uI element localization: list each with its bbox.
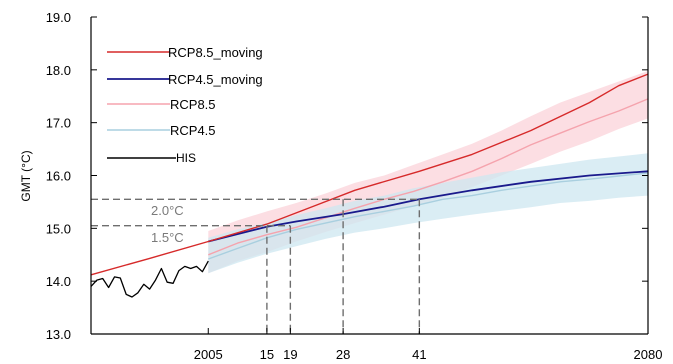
y-axis-title: GMT (°C) [19, 150, 33, 201]
y-tick-label: 19.0 [46, 10, 71, 25]
annotation-label-2c: 2.0°C [151, 203, 184, 218]
line-rcp4-5 [208, 172, 649, 260]
uncertainty-bands [208, 70, 649, 274]
line-rcp8-5-moving [90, 73, 649, 276]
legend-label-his: HIS [176, 151, 196, 165]
threshold-labels: 2.0°C 1.5°C [151, 203, 184, 245]
y-tick-label: 17.0 [46, 116, 71, 131]
line-his [90, 260, 209, 298]
x-ticks: 2005 15 19 28 41 2080 [194, 328, 663, 362]
x-tick-label: 2080 [634, 347, 663, 362]
legend-label-rcp45-moving: RCP4.5_moving [168, 72, 263, 87]
y-tick-label: 14.0 [46, 274, 71, 289]
series-lines [90, 73, 649, 298]
x-tick-label: 15 [260, 347, 274, 362]
band-rcp4-5 [208, 153, 649, 274]
line-rcp8-5 [208, 98, 649, 256]
x-tick-label: 28 [336, 347, 350, 362]
y-ticks: 13.0 14.0 15.0 16.0 17.0 18.0 19.0 [46, 10, 648, 342]
y-tick-label: 16.0 [46, 169, 71, 184]
line-rcp4-5-moving [208, 170, 649, 243]
y-tick-label: 13.0 [46, 327, 71, 342]
legend-label-rcp85-moving: RCP8.5_moving [168, 45, 263, 60]
x-tick-label: 2005 [194, 347, 223, 362]
legend-label-rcp85: RCP8.5 [170, 97, 216, 112]
x-tick-label: 19 [283, 347, 297, 362]
annotation-label-1-5c: 1.5°C [151, 230, 184, 245]
threshold-guides [91, 198, 421, 334]
legend-label-rcp45: RCP4.5 [170, 123, 216, 138]
x-tick-label: 41 [412, 347, 426, 362]
legend: RCP8.5_moving RCP4.5_moving RCP8.5 RCP4.… [107, 45, 263, 165]
y-tick-label: 18.0 [46, 63, 71, 78]
y-tick-label: 15.0 [46, 221, 71, 236]
